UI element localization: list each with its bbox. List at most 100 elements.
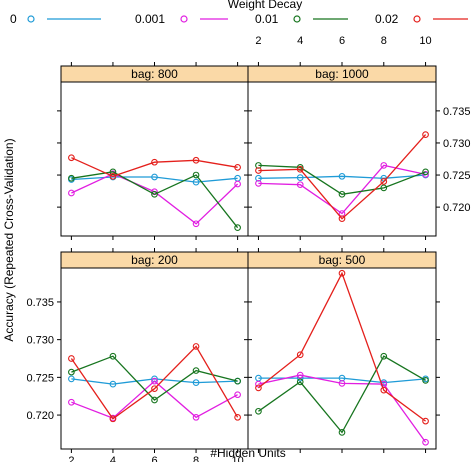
y-tick-label: 0.725 [443, 170, 471, 182]
panel-bag-500: bag: 500 [247, 251, 437, 450]
data-point-0.02 [192, 343, 200, 350]
data-point-0.01 [109, 168, 117, 176]
legend-marker-0.01 [293, 15, 301, 23]
y-tick-label: 0.725 [26, 372, 54, 384]
series-line-0.02 [257, 271, 426, 422]
legend-label-0.02: 0.02 [375, 12, 399, 26]
data-point-0.01 [68, 368, 75, 376]
data-point-0.01 [109, 352, 117, 360]
series-line-0.02 [71, 157, 238, 177]
data-point-0 [68, 375, 75, 383]
y-tick-label: 0.735 [26, 297, 54, 309]
data-point-0.001 [338, 380, 346, 387]
data-point-0.001 [192, 413, 200, 421]
data-point-0.02 [234, 413, 241, 421]
data-point-0.01 [296, 378, 304, 386]
data-point-0.001 [422, 438, 429, 446]
data-point-0.01 [234, 377, 241, 385]
legend: 0 0.001 0.01 0.02 [10, 12, 468, 26]
data-point-0.02 [296, 165, 304, 173]
data-point-0.02 [422, 417, 429, 425]
data-point-0.01 [151, 190, 158, 198]
data-point-0.01 [422, 168, 429, 176]
panel-strip-label: bag: 800 [131, 67, 178, 81]
y-tick-label: 0.730 [443, 138, 471, 150]
data-point-0.01 [192, 171, 200, 179]
data-point-0.001 [296, 181, 304, 189]
panel-bag-800: bag: 800 [60, 65, 249, 237]
panel-strip-label: bag: 1000 [315, 67, 369, 81]
series-line-0.01 [71, 355, 238, 401]
data-point-0 [109, 380, 117, 388]
data-point-0.01 [234, 224, 241, 232]
data-point-0.02 [296, 351, 304, 359]
data-point-0.02 [68, 154, 75, 162]
x-tick-label: 10 [419, 35, 431, 47]
data-point-0 [338, 172, 346, 180]
x-tick-label: 4 [297, 35, 303, 47]
data-point-0.001 [68, 189, 75, 197]
data-point-0.001 [255, 380, 262, 388]
data-point-0.02 [255, 167, 262, 174]
data-point-0.02 [151, 158, 158, 166]
data-point-0.001 [380, 162, 388, 169]
panel-bag-1000: bag: 1000 [247, 65, 437, 237]
legend-marker-0.001 [180, 15, 188, 23]
x-tick-label: 2 [255, 35, 261, 47]
data-point-0 [296, 174, 304, 181]
data-point-0.01 [422, 377, 429, 384]
series-line-0.01 [258, 164, 426, 195]
legend-label-0.001: 0.001 [135, 12, 165, 26]
series-line-0.02 [70, 345, 239, 420]
data-point-0 [151, 173, 158, 181]
data-point-0.02 [192, 156, 200, 164]
data-point-0.01 [338, 429, 346, 436]
data-point-0.01 [380, 184, 388, 192]
panel-strip-label: bag: 500 [319, 253, 366, 267]
data-point-0.001 [234, 180, 241, 188]
panels: bag: 800 bag: 1000 bag: 200 bag: 500 [60, 65, 437, 450]
data-point-0 [192, 379, 200, 386]
data-point-0.02 [234, 163, 241, 171]
series-line-0.001 [258, 164, 426, 215]
legend-title: Weight Decay [228, 0, 302, 11]
data-point-0.001 [68, 398, 75, 406]
y-tick-label: 0.720 [443, 202, 471, 214]
y-tick-label: 0.730 [26, 335, 54, 347]
data-point-0.001 [151, 377, 158, 385]
series-line-0.001 [71, 380, 238, 419]
x-tick-label: 10 [231, 455, 243, 462]
axes: 2 4 6 8 10 0.720 0.725 0.730 0.735 2 4 6 8 10 0.720 0.7… [26, 35, 470, 462]
series-line-0.001 [258, 374, 427, 443]
data-point-0.01 [338, 190, 346, 198]
legend-marker-0.02 [413, 15, 421, 23]
data-point-0.02 [151, 385, 158, 393]
data-point-0.02 [109, 415, 117, 423]
panel-frame [247, 267, 437, 450]
x-axis-label: #Hidden Units [210, 446, 285, 460]
data-point-0 [192, 178, 200, 186]
data-point-0.02 [255, 384, 262, 392]
x-tick-label: 6 [151, 455, 157, 462]
data-point-0.01 [151, 396, 158, 404]
x-tick-label: 2 [68, 455, 74, 462]
panel-strip-label: bag: 200 [131, 253, 178, 267]
y-tick-label: 0.720 [26, 410, 54, 422]
series-line-0.02 [258, 134, 427, 220]
data-point-0.01 [68, 174, 75, 182]
data-point-0.001 [422, 171, 429, 178]
data-point-0.02 [380, 386, 388, 394]
series-line-0 [71, 378, 238, 385]
data-point-0.01 [192, 367, 200, 374]
legend-label-0.01: 0.01 [255, 12, 279, 26]
data-point-0.02 [422, 131, 429, 138]
y-axis-label: Accuracy (Repeated Cross-Validation) [2, 138, 16, 341]
data-point-0.02 [338, 215, 346, 223]
data-point-0.02 [68, 355, 75, 362]
data-point-0.02 [380, 178, 388, 185]
series-line-0.01 [71, 171, 239, 229]
legend-marker-0 [27, 15, 35, 23]
data-point-0.02 [109, 172, 117, 180]
data-point-0.01 [380, 352, 388, 360]
